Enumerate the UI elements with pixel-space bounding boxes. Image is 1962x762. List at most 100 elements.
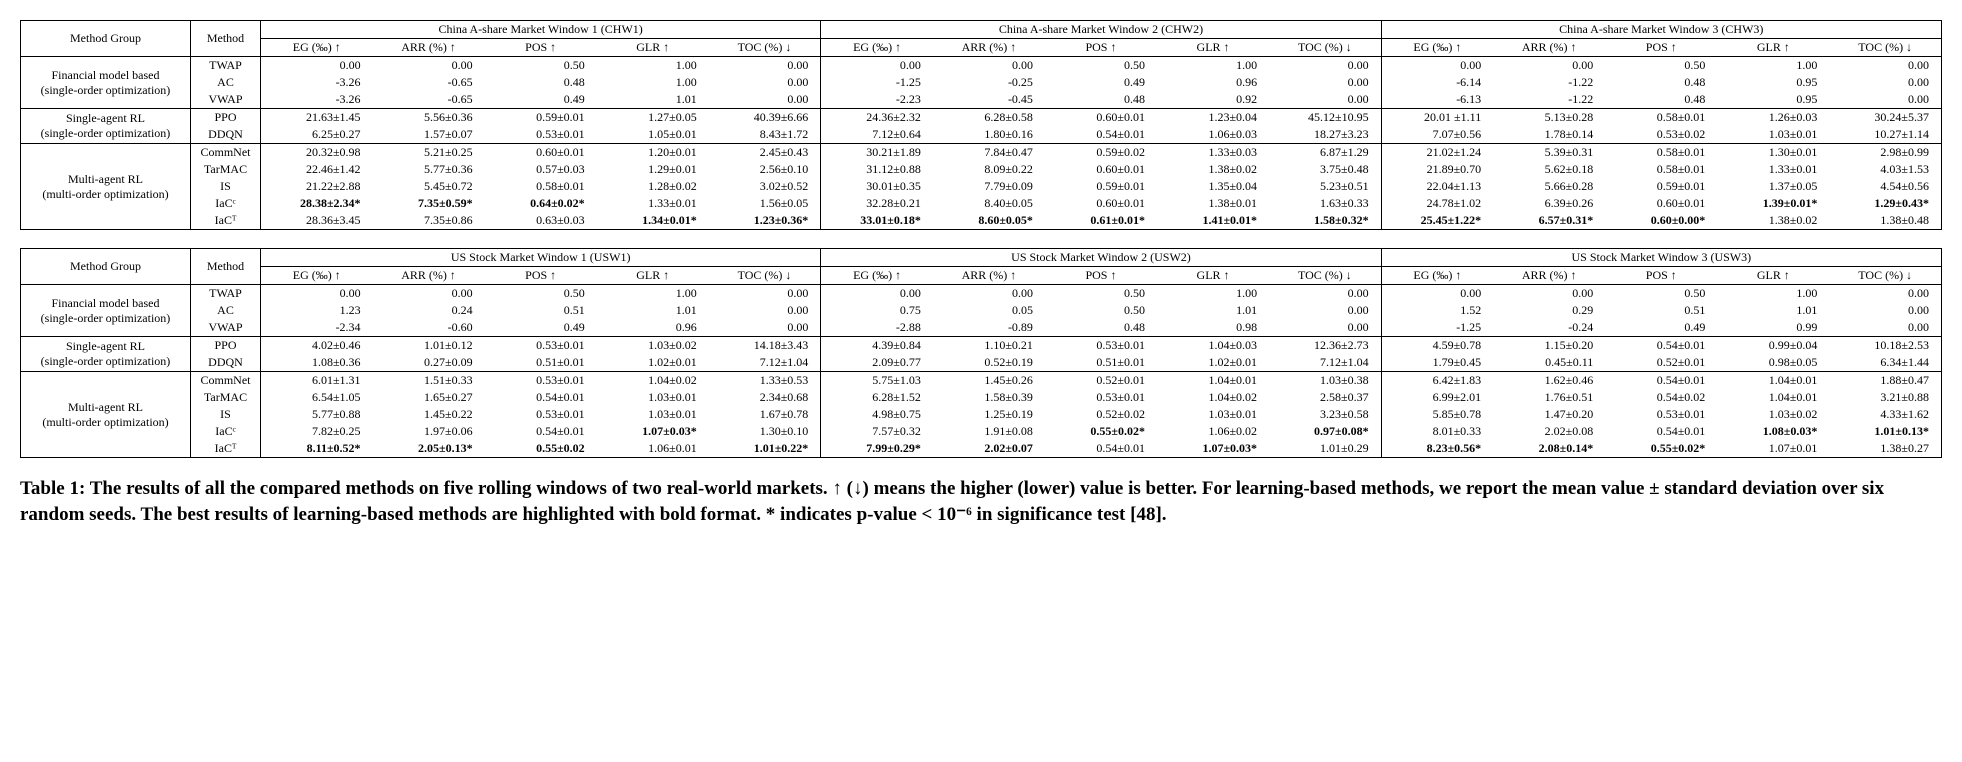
value-cell: 0.00	[821, 57, 933, 75]
value-cell: 0.00	[261, 285, 373, 303]
value-cell: 0.52±0.19	[933, 354, 1045, 372]
value-cell: 0.50	[1045, 302, 1157, 319]
value-cell: 1.28±0.02	[597, 178, 709, 195]
value-cell: 4.03±1.53	[1829, 161, 1941, 178]
value-cell: 0.48	[1605, 74, 1717, 91]
value-cell: 1.23±0.36*	[709, 212, 821, 230]
value-cell: 1.04±0.02	[1157, 389, 1269, 406]
value-cell: 1.07±0.03*	[1157, 440, 1269, 458]
value-cell: 0.49	[485, 91, 597, 109]
metric-header: TOC (%) ↓	[1269, 267, 1381, 285]
value-cell: -6.14	[1381, 74, 1493, 91]
value-cell: 30.01±0.35	[821, 178, 933, 195]
value-cell: 0.99	[1717, 319, 1829, 337]
value-cell: 1.10±0.21	[933, 337, 1045, 355]
value-cell: 1.67±0.78	[709, 406, 821, 423]
value-cell: 0.64±0.02*	[485, 195, 597, 212]
value-cell: 4.98±0.75	[821, 406, 933, 423]
value-cell: 0.95	[1717, 91, 1829, 109]
value-cell: 1.38±0.27	[1829, 440, 1941, 458]
value-cell: 0.51±0.01	[1045, 354, 1157, 372]
value-cell: -1.22	[1493, 74, 1605, 91]
value-cell: 1.01	[597, 302, 709, 319]
metric-header: TOC (%) ↓	[709, 39, 821, 57]
value-cell: 1.04±0.01	[1157, 372, 1269, 390]
method-label: TarMAC	[191, 389, 261, 406]
value-cell: 5.13±0.28	[1493, 109, 1605, 127]
value-cell: 0.50	[1605, 285, 1717, 303]
value-cell: 0.61±0.01*	[1045, 212, 1157, 230]
value-cell: -3.26	[261, 74, 373, 91]
value-cell: 30.24±5.37	[1829, 109, 1941, 127]
value-cell: 6.99±2.01	[1381, 389, 1493, 406]
window-header: US Stock Market Window 3 (USW3)	[1381, 249, 1941, 267]
value-cell: 6.28±0.58	[933, 109, 1045, 127]
group-label: Single-agent RL(single-order optimizatio…	[21, 337, 191, 372]
value-cell: 1.01±0.13*	[1829, 423, 1941, 440]
value-cell: 8.23±0.56*	[1381, 440, 1493, 458]
metric-header: GLR ↑	[597, 39, 709, 57]
method-label: VWAP	[191, 91, 261, 109]
value-cell: 1.01	[1157, 302, 1269, 319]
value-cell: 1.00	[1157, 57, 1269, 75]
value-cell: 0.60±0.01	[1605, 195, 1717, 212]
value-cell: 7.12±0.64	[821, 126, 933, 144]
value-cell: 1.78±0.14	[1493, 126, 1605, 144]
method-label: PPO	[191, 109, 261, 127]
col-method: Method	[191, 21, 261, 57]
value-cell: 1.63±0.33	[1269, 195, 1381, 212]
method-label: TarMAC	[191, 161, 261, 178]
value-cell: 4.33±1.62	[1829, 406, 1941, 423]
value-cell: 1.52	[1381, 302, 1493, 319]
value-cell: 0.59±0.01	[1045, 178, 1157, 195]
value-cell: 2.02±0.08	[1493, 423, 1605, 440]
value-cell: 0.48	[485, 74, 597, 91]
value-cell: 7.12±1.04	[1269, 354, 1381, 372]
value-cell: 20.32±0.98	[261, 144, 373, 162]
metric-header: EG (‰) ↑	[261, 267, 373, 285]
value-cell: 10.18±2.53	[1829, 337, 1941, 355]
value-cell: -0.65	[373, 74, 485, 91]
window-header: China A-share Market Window 1 (CHW1)	[261, 21, 821, 39]
value-cell: 2.09±0.77	[821, 354, 933, 372]
value-cell: 0.58±0.01	[485, 178, 597, 195]
value-cell: 4.54±0.56	[1829, 178, 1941, 195]
value-cell: 1.30±0.10	[709, 423, 821, 440]
value-cell: 7.57±0.32	[821, 423, 933, 440]
metric-header: POS ↑	[1605, 267, 1717, 285]
value-cell: 2.02±0.07	[933, 440, 1045, 458]
value-cell: 1.38±0.02	[1157, 161, 1269, 178]
value-cell: 2.34±0.68	[709, 389, 821, 406]
value-cell: 1.47±0.20	[1493, 406, 1605, 423]
value-cell: -0.60	[373, 319, 485, 337]
value-cell: 0.00	[1269, 285, 1381, 303]
value-cell: 0.54±0.01	[1605, 372, 1717, 390]
value-cell: 7.35±0.86	[373, 212, 485, 230]
value-cell: 0.96	[1157, 74, 1269, 91]
value-cell: 0.00	[933, 285, 1045, 303]
value-cell: 6.42±1.83	[1381, 372, 1493, 390]
value-cell: 1.06±0.03	[1157, 126, 1269, 144]
value-cell: 1.07±0.03*	[597, 423, 709, 440]
metric-header: TOC (%) ↓	[709, 267, 821, 285]
value-cell: 8.60±0.05*	[933, 212, 1045, 230]
metric-header: GLR ↑	[1717, 267, 1829, 285]
value-cell: 0.53±0.02	[1605, 126, 1717, 144]
value-cell: 28.38±2.34*	[261, 195, 373, 212]
value-cell: 0.55±0.02	[485, 440, 597, 458]
value-cell: 1.00	[1157, 285, 1269, 303]
value-cell: 1.07±0.01	[1717, 440, 1829, 458]
method-label: IS	[191, 178, 261, 195]
value-cell: -0.89	[933, 319, 1045, 337]
value-cell: 0.51	[485, 302, 597, 319]
results-table: Method GroupMethodUS Stock Market Window…	[20, 248, 1942, 458]
value-cell: 1.00	[1717, 285, 1829, 303]
value-cell: -2.34	[261, 319, 373, 337]
value-cell: 21.02±1.24	[1381, 144, 1493, 162]
value-cell: 3.21±0.88	[1829, 389, 1941, 406]
value-cell: 0.50	[485, 57, 597, 75]
method-label: IaCᶜ	[191, 195, 261, 212]
value-cell: 0.58±0.01	[1605, 144, 1717, 162]
value-cell: -2.88	[821, 319, 933, 337]
value-cell: 5.45±0.72	[373, 178, 485, 195]
